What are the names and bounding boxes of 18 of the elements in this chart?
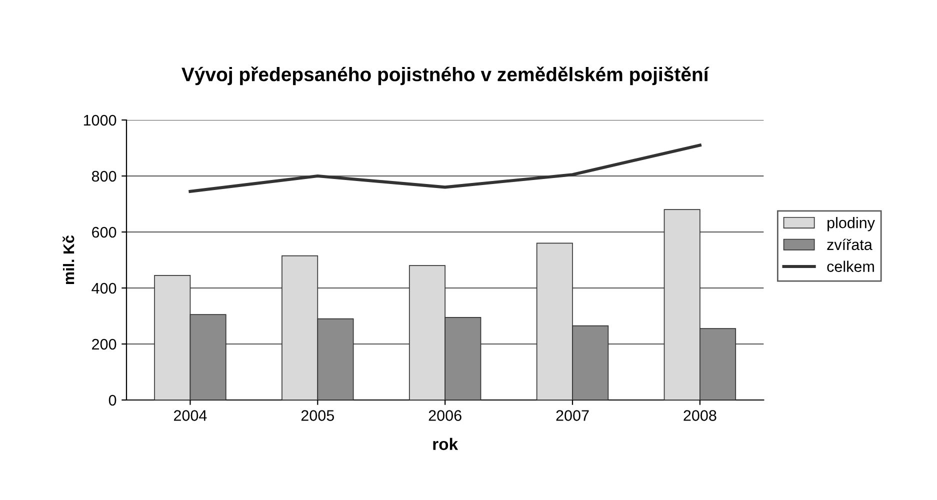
y-tick-label: 800 — [92, 170, 116, 182]
y-tick-label: 600 — [92, 226, 116, 238]
x-tick-label: 2006 — [428, 410, 462, 421]
y-axis-title: mil. Kč — [62, 235, 74, 284]
legend-label: plodiny — [828, 217, 875, 232]
x-tick-label: 2005 — [301, 410, 334, 421]
y-tick-label: 400 — [92, 282, 116, 294]
legend-label: zvířata — [827, 238, 872, 250]
legend-label: celkem — [827, 260, 874, 272]
y-tick-label: 200 — [92, 338, 116, 350]
x-tick-label: 2008 — [684, 410, 716, 421]
line-series — [188, 144, 702, 193]
y-tick-label: 0 — [108, 394, 116, 406]
y-tick-label: 1000 — [84, 114, 116, 126]
x-tick-label: 2004 — [174, 410, 207, 421]
chart-title: Vývoj předepsaného pojistného v zemědělském pojištění — [182, 66, 710, 86]
x-axis-title: rok — [433, 438, 458, 450]
x-tick-label: 2007 — [556, 410, 589, 421]
